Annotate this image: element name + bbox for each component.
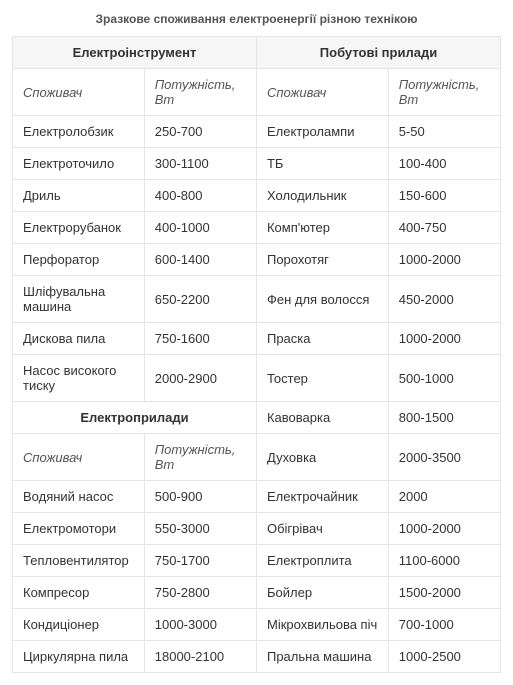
cell-name: Електромотори — [13, 513, 145, 545]
cell-name: Перфоратор — [13, 244, 145, 276]
cell-name: Порохотяг — [256, 244, 388, 276]
cell-name: Електролобзик — [13, 116, 145, 148]
cell-name: Шліфувальна машина — [13, 276, 145, 323]
cell-power: 400-800 — [144, 180, 256, 212]
cell-name: Мікрохвильова піч — [256, 609, 388, 641]
cell-power: 1000-2000 — [388, 244, 500, 276]
col-consumer-right: Споживач — [256, 69, 388, 116]
cell-power: 150-600 — [388, 180, 500, 212]
group-header-mid: Електроприлади — [13, 402, 257, 434]
col-power-left: Потужність, Вт — [144, 434, 256, 481]
cell-name: Електроплита — [256, 545, 388, 577]
cell-name: Кавоварка — [256, 402, 388, 434]
cell-power: 1000-2000 — [388, 323, 500, 355]
cell-name: Духовка — [256, 434, 388, 481]
table-caption: Зразкове споживання електроенергії різно… — [12, 12, 501, 26]
cell-name: Кондиціонер — [13, 609, 145, 641]
cell-power: 1100-6000 — [388, 545, 500, 577]
group-header-left: Електроінструмент — [13, 37, 257, 69]
cell-power: 700-1000 — [388, 609, 500, 641]
cell-power: 500-1000 — [388, 355, 500, 402]
col-power-left: Потужність, Вт — [144, 69, 256, 116]
cell-power: 1000-2500 — [388, 641, 500, 673]
cell-name: Електрорубанок — [13, 212, 145, 244]
cell-name: Холодильник — [256, 180, 388, 212]
cell-name: Електролампи — [256, 116, 388, 148]
cell-name: Компресор — [13, 577, 145, 609]
cell-name: Електроточило — [13, 148, 145, 180]
cell-name: Насос високого тиску — [13, 355, 145, 402]
cell-power: 1500-2000 — [388, 577, 500, 609]
cell-power: 450-2000 — [388, 276, 500, 323]
cell-power: 750-2800 — [144, 577, 256, 609]
cell-name: Комп'ютер — [256, 212, 388, 244]
cell-power: 2000 — [388, 481, 500, 513]
cell-name: Бойлер — [256, 577, 388, 609]
cell-power: 250-700 — [144, 116, 256, 148]
cell-power: 100-400 — [388, 148, 500, 180]
cell-power: 1000-2000 — [388, 513, 500, 545]
cell-power: 750-1600 — [144, 323, 256, 355]
cell-name: Тостер — [256, 355, 388, 402]
cell-name: Пральна машина — [256, 641, 388, 673]
cell-name: Обігрівач — [256, 513, 388, 545]
cell-name: Фен для волосся — [256, 276, 388, 323]
cell-power: 500-900 — [144, 481, 256, 513]
cell-power: 5-50 — [388, 116, 500, 148]
cell-name: Дискова пила — [13, 323, 145, 355]
cell-power: 2000-2900 — [144, 355, 256, 402]
cell-name: ТБ — [256, 148, 388, 180]
power-table: Електроінструмент Побутові прилади Спожи… — [12, 36, 501, 673]
cell-power: 400-750 — [388, 212, 500, 244]
group-header-right: Побутові прилади — [256, 37, 500, 69]
cell-name: Дриль — [13, 180, 145, 212]
cell-name: Праска — [256, 323, 388, 355]
cell-name: Електрочайник — [256, 481, 388, 513]
cell-name: Циркулярна пила — [13, 641, 145, 673]
cell-power: 650-2200 — [144, 276, 256, 323]
cell-name: Тепловентилятор — [13, 545, 145, 577]
cell-power: 600-1400 — [144, 244, 256, 276]
col-power-right: Потужність, Вт — [388, 69, 500, 116]
cell-name: Водяний насос — [13, 481, 145, 513]
cell-power: 300-1100 — [144, 148, 256, 180]
col-consumer-left: Споживач — [13, 434, 145, 481]
col-consumer-left: Споживач — [13, 69, 145, 116]
cell-power: 1000-3000 — [144, 609, 256, 641]
cell-power: 750-1700 — [144, 545, 256, 577]
cell-power: 400-1000 — [144, 212, 256, 244]
cell-power: 550-3000 — [144, 513, 256, 545]
cell-power: 2000-3500 — [388, 434, 500, 481]
cell-power: 800-1500 — [388, 402, 500, 434]
cell-power: 18000-2100 — [144, 641, 256, 673]
